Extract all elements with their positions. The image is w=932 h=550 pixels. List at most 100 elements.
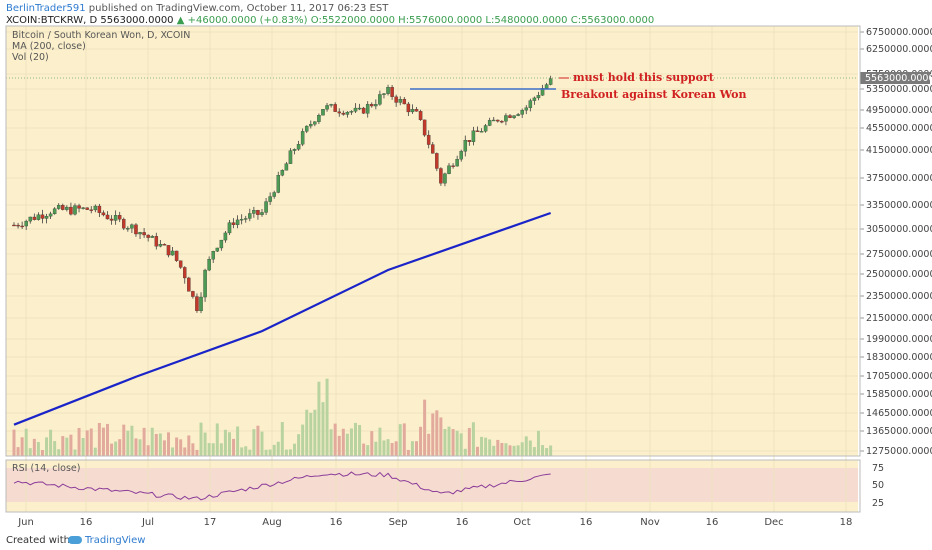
candle-body — [284, 163, 289, 171]
candle-body — [235, 219, 240, 225]
candle-body — [426, 134, 431, 145]
volume-bar — [114, 441, 118, 456]
x-tick-label: 16 — [580, 517, 593, 528]
candle-body — [532, 97, 537, 101]
candle-body — [390, 87, 394, 97]
tradingview-logo[interactable]: TradingView — [68, 535, 145, 546]
volume-bar — [252, 429, 256, 456]
candle-body — [158, 243, 163, 247]
volume-bar — [321, 402, 325, 456]
candle-body — [36, 214, 41, 220]
candle-body — [207, 259, 211, 271]
volume-bar — [162, 440, 166, 456]
candle-body — [44, 216, 49, 219]
candle-body — [12, 224, 16, 227]
candle-body — [138, 232, 142, 235]
candle-body — [146, 234, 150, 238]
annotation-support: must hold this support — [573, 71, 715, 84]
volume-bar — [268, 449, 272, 456]
volume-bar — [97, 422, 101, 456]
candle-body — [256, 210, 260, 215]
candle-body — [406, 103, 411, 113]
y-tick-label: 5350000.0000 — [866, 84, 932, 95]
author-link[interactable]: BerlinTrader591 — [6, 3, 86, 14]
volume-bar — [532, 447, 536, 456]
last-price: 5563000.0000 — [100, 15, 174, 26]
candle-body — [162, 243, 167, 246]
y-tick-label: 1365000.0000 — [866, 426, 932, 437]
y-tick-label: 2500000.0000 — [866, 269, 932, 280]
candle-body — [414, 109, 419, 112]
volume-bar — [496, 439, 500, 456]
rsi-line — [13, 471, 551, 501]
volume-bar — [53, 441, 57, 456]
volume-bar — [512, 445, 516, 456]
candle-body — [195, 296, 199, 312]
candle-body — [52, 208, 57, 215]
candle-body — [544, 84, 549, 89]
candle-body — [479, 131, 484, 133]
volume-bar — [435, 410, 439, 456]
volume-bar — [386, 439, 390, 456]
volume-bar — [309, 412, 313, 456]
candle-body — [475, 130, 480, 132]
symbol-line: XCOIN:BTCKRW, D 5563000.0000 ▲ +46000.00… — [6, 15, 654, 26]
y-tick-label: 2150000.0000 — [866, 313, 932, 324]
x-tick-label: 16 — [706, 517, 719, 528]
last-price-tag-label: 5563000.0000 — [865, 73, 932, 84]
symbol: XCOIN:BTCKRW, D — [6, 15, 98, 26]
volume-bar — [272, 444, 276, 456]
cloud-icon — [68, 536, 82, 544]
candle-body — [296, 144, 301, 150]
created-with: Created with — [6, 535, 70, 546]
candle-body — [77, 205, 81, 209]
candle-body — [227, 222, 232, 234]
candle-body — [32, 216, 37, 220]
volume-bar — [171, 447, 175, 456]
volume-bar — [166, 432, 170, 456]
candle-body — [178, 260, 183, 268]
candle-body — [105, 214, 110, 220]
legend-ma: MA (200, close) — [12, 41, 86, 52]
candle-body — [73, 205, 77, 215]
candle-body — [402, 98, 407, 105]
candle-body — [280, 170, 285, 176]
candle-body — [394, 96, 398, 103]
y-tick-label: 1705000.0000 — [866, 371, 932, 382]
last-price-tag — [860, 72, 930, 84]
volume-bar — [232, 438, 236, 456]
y-tick-label: 4150000.0000 — [866, 145, 932, 156]
annotation-breakout: Breakout against Korean Won — [561, 88, 747, 101]
candle-body — [24, 220, 28, 227]
x-tick-label: Oct — [513, 517, 530, 528]
volume-bar — [528, 440, 532, 456]
volume-bar — [61, 436, 65, 456]
candle-body — [418, 111, 423, 121]
candle-body — [126, 228, 130, 230]
volume-bar — [158, 433, 162, 456]
volume-bar — [89, 428, 93, 456]
y-tick-label: 1830000.0000 — [866, 352, 932, 363]
volume-bar — [40, 449, 44, 456]
volume-bar — [219, 443, 223, 456]
volume-bar — [293, 443, 297, 456]
volume-bar — [463, 448, 467, 456]
candle-body — [187, 277, 191, 292]
candle-body — [386, 87, 390, 94]
candle-body — [520, 109, 524, 115]
volume-bar — [20, 437, 24, 456]
candle-body — [117, 215, 122, 220]
x-tick-label: Aug — [262, 517, 282, 528]
volume-bar — [455, 430, 459, 456]
volume-bar — [110, 443, 114, 456]
candle-body — [191, 291, 195, 297]
volume-bar — [337, 435, 341, 456]
candle-body — [516, 114, 520, 116]
candle-body — [467, 139, 472, 142]
candle-body — [459, 151, 463, 160]
candle-body — [61, 205, 65, 210]
volume-bar — [85, 430, 89, 456]
candle-body — [93, 205, 98, 211]
candle-body — [134, 224, 138, 235]
candle-body — [109, 218, 114, 221]
